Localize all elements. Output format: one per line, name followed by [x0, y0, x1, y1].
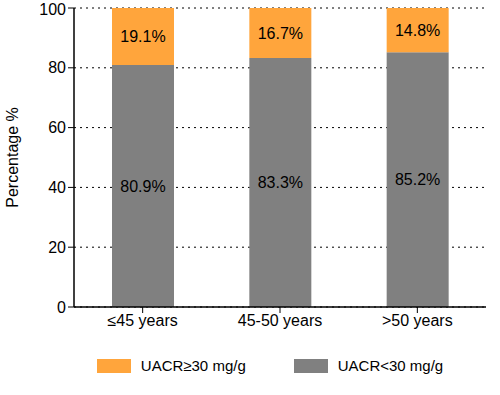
svg-text:100: 100 — [39, 1, 66, 18]
svg-text:≤45 years: ≤45 years — [108, 312, 178, 329]
svg-text:>50 years: >50 years — [382, 312, 453, 329]
html-text:UACR<30 mg/g: UACR<30 mg/g — [337, 357, 444, 374]
svg-text:45-50 years: 45-50 years — [238, 312, 323, 329]
svg-text:80: 80 — [48, 59, 66, 76]
svg-text:83.3%: 83.3% — [258, 174, 303, 191]
svg-text:60: 60 — [48, 119, 66, 136]
svg-text:16.7%: 16.7% — [258, 25, 303, 42]
svg-text:85.2%: 85.2% — [395, 171, 440, 188]
svg-text:14.8%: 14.8% — [395, 22, 440, 39]
svg-text:20: 20 — [48, 239, 66, 256]
svg-text:Percentage %: Percentage % — [8, 107, 21, 208]
svg-text:0: 0 — [57, 299, 66, 316]
html-text:UACR≥30 mg/g: UACR≥30 mg/g — [140, 357, 246, 374]
svg-text:80.9%: 80.9% — [120, 178, 165, 195]
svg-text:19.1%: 19.1% — [120, 28, 165, 45]
svg-text:40: 40 — [48, 179, 66, 196]
